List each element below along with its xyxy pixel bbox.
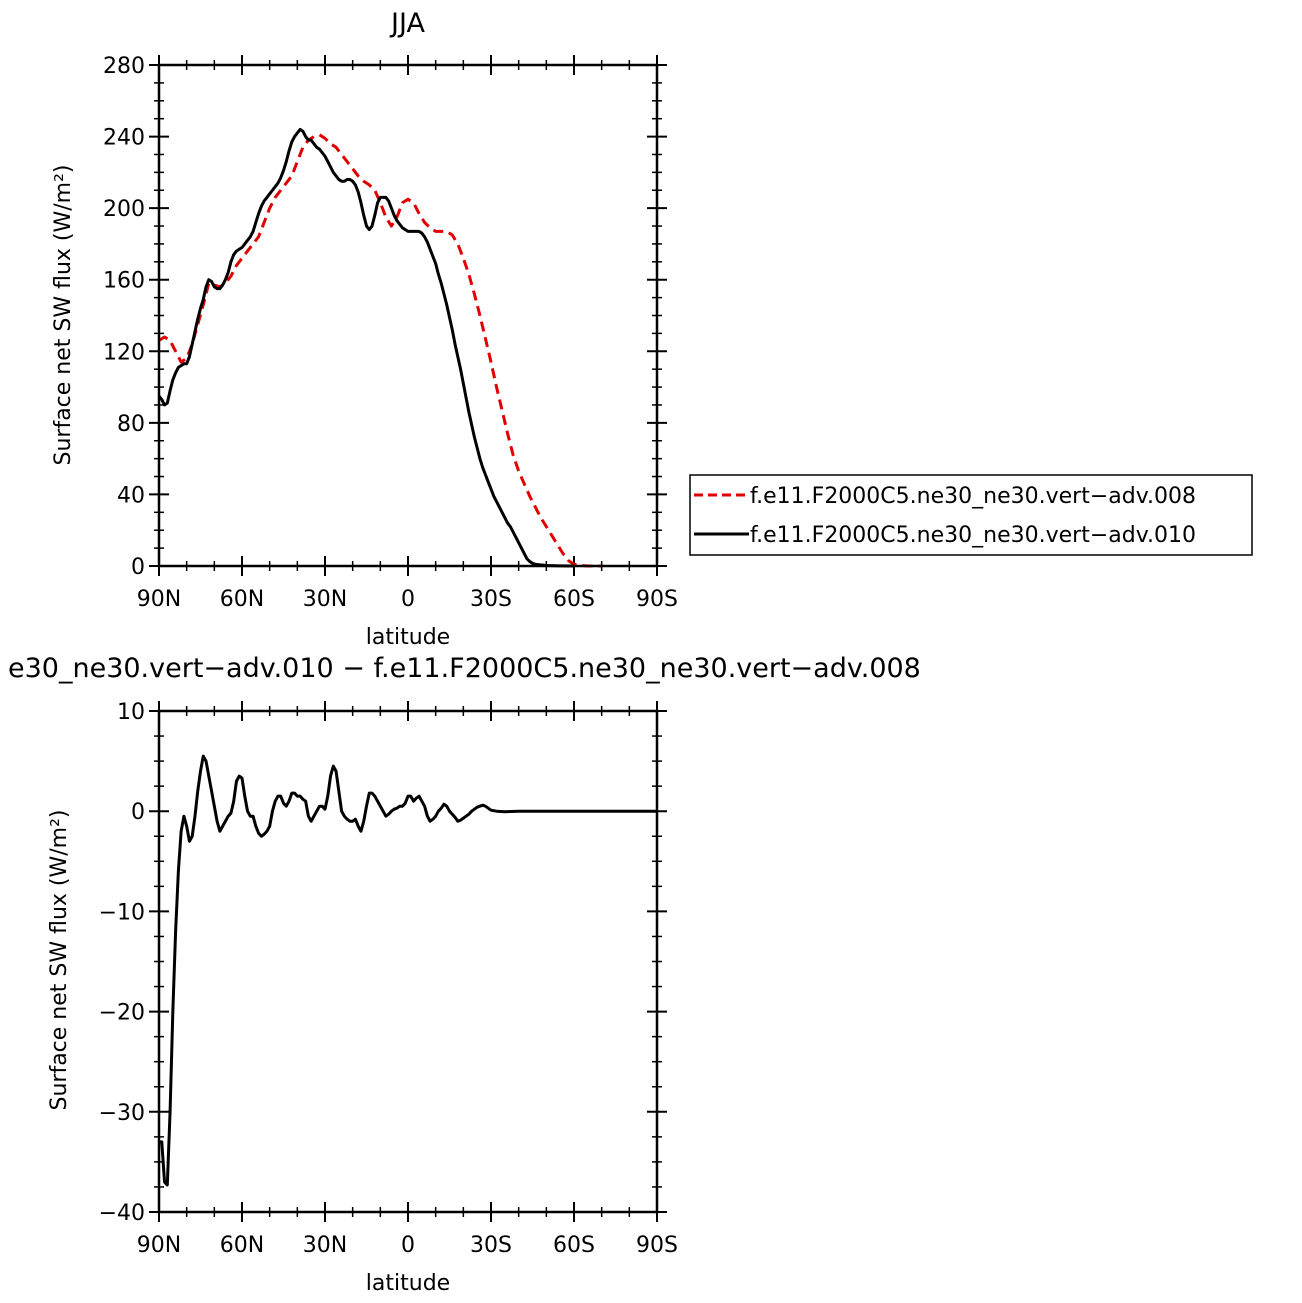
legend: f.e11.F2000C5.ne30_ne30.vert−adv.008 f.e… [689,474,1253,556]
top-panel-x-tick-label: 60N [220,587,264,612]
top-panel-y-tick-label: 160 [103,269,145,294]
top-panel-x-axis-label: latitude [366,625,450,650]
top-panel-x-tick-label: 90S [636,587,678,612]
bottom-panel-y-tick-labels: −40 −30 −20 −10 0 10 [99,700,145,1226]
legend-box [689,474,1253,556]
bottom-panel-x-tick-label: 30S [470,1233,512,1258]
bottom-panel-x-tick-label: 0 [401,1233,415,1258]
bottom-panel-series-line-0 [159,754,657,1187]
legend-label-series-008: f.e11.F2000C5.ne30_ne30.vert−adv.008 [750,484,1196,509]
top-panel-y-axis-label: Surface net SW flux (W/m²) [51,164,76,465]
bottom-panel-x-tick-label: 60S [553,1233,595,1258]
top-panel-y-tick-labels: 0 40 80 120 160 200 240 280 [103,54,145,580]
top-panel-title: JJA [389,8,425,39]
top-panel-x-tick-label: 90N [137,587,181,612]
top-panel-x-tick-label: 30N [303,587,347,612]
bottom-panel-y-tick-label: −40 [99,1201,145,1226]
bottom-panel-y-tick-label: 0 [131,800,145,825]
top-panel-x-tick-label: 0 [401,587,415,612]
top-panel-x-tick-label: 30S [470,587,512,612]
top-panel-y-tick-label: 280 [103,54,145,79]
top-panel-frame [157,63,659,568]
top-panel: JJA 0 40 80 120 160 200 240 280 90N 60N 30N 0 30S 60… [51,8,1253,650]
bottom-panel-y-axis-label: Surface net SW flux (W/m²) [47,809,72,1110]
legend-label-series-010: f.e11.F2000C5.ne30_ne30.vert−adv.010 [750,523,1196,548]
bottom-panel-x-axis-label: latitude [366,1271,450,1296]
bottom-panel-x-tick-labels: 90N 60N 30N 0 30S 60S 90S [137,1233,678,1258]
bottom-panel-x-tick-label: 90N [137,1233,181,1258]
top-panel-x-tick-label: 60S [553,587,595,612]
top-panel-x-tick-labels: 90N 60N 30N 0 30S 60S 90S [137,587,678,612]
bottom-panel-ticks [149,701,667,1222]
top-panel-y-tick-label: 80 [117,412,145,437]
bottom-panel-series [159,754,657,1187]
top-panel-y-tick-label: 40 [117,483,145,508]
top-panel-series-line-0 [158,133,602,568]
top-panel-y-tick-label: 120 [103,340,145,365]
bottom-panel-title: e30_ne30.vert−adv.010 − f.e11.F2000C5.ne… [8,653,921,684]
bottom-panel-x-tick-label: 30N [303,1233,347,1258]
bottom-panel-x-tick-label: 90S [636,1233,678,1258]
top-panel-y-tick-label: 240 [103,126,145,151]
top-panel-y-tick-label: 200 [103,197,145,222]
top-panel-series-line-1 [157,127,575,568]
top-panel-ticks [149,55,667,576]
bottom-panel-y-tick-label: 10 [117,700,145,725]
top-panel-series [157,127,602,568]
bottom-panel-y-tick-label: −30 [99,1101,145,1126]
bottom-panel-y-tick-label: −10 [99,900,145,925]
bottom-panel-y-tick-label: −20 [99,1001,145,1026]
bottom-panel-frame [157,709,659,1214]
top-panel-y-tick-label: 0 [131,555,145,580]
bottom-panel-x-tick-label: 60N [220,1233,264,1258]
bottom-panel: e30_ne30.vert−adv.010 − f.e11.F2000C5.ne… [8,653,921,1296]
